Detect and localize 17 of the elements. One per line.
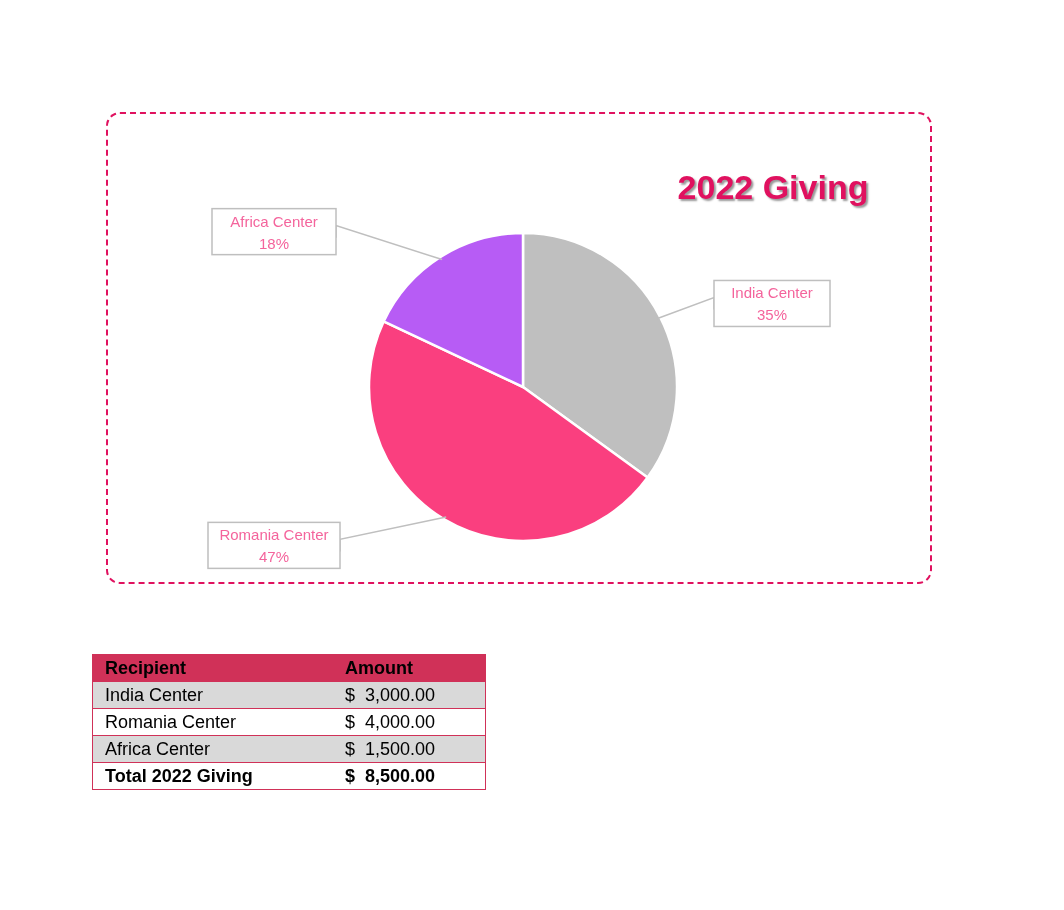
category-label: Africa Center xyxy=(105,739,211,759)
category-label: Romania Center xyxy=(105,712,237,732)
slice-label: India Center xyxy=(731,284,813,302)
slice-label: Africa Center xyxy=(230,212,318,230)
text: $ 8,500.00 xyxy=(333,763,485,789)
text: Amount xyxy=(333,655,485,681)
text: $ 3,000.00 xyxy=(333,682,485,708)
slice-label: Romania Center xyxy=(219,526,329,544)
chart-title: 2022 Giving xyxy=(676,168,870,207)
data-label: 18% xyxy=(258,234,290,252)
data-label: 47% xyxy=(258,548,290,566)
text: $ 1,500.00 xyxy=(333,736,485,762)
text: Recipient xyxy=(93,655,333,681)
text: $ 4,000.00 xyxy=(333,709,485,735)
data-label: 35% xyxy=(756,306,788,324)
text: Total 2022 Giving xyxy=(93,763,333,789)
category-label: India Center xyxy=(105,685,204,705)
